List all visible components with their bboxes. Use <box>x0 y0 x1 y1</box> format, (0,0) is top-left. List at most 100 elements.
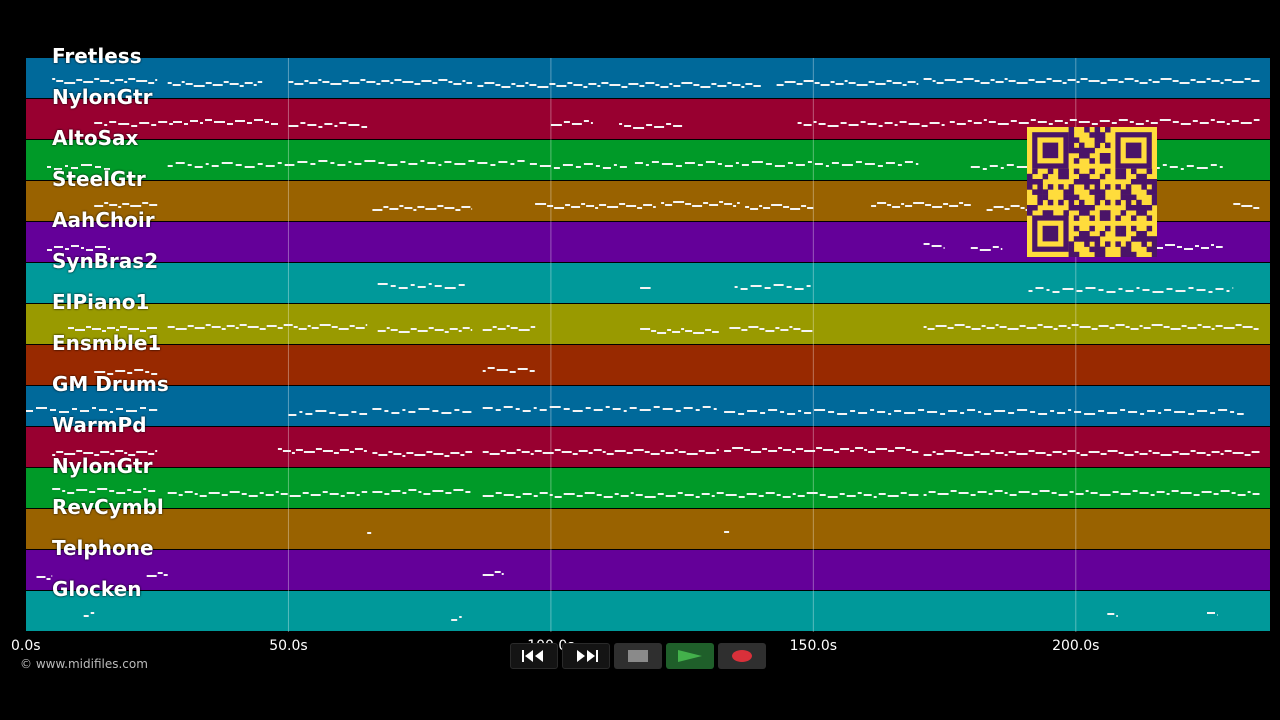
note <box>482 451 489 453</box>
note <box>1230 411 1235 413</box>
note <box>1226 290 1230 292</box>
note <box>277 162 282 164</box>
note <box>868 81 875 83</box>
note <box>978 411 982 413</box>
note <box>1071 324 1079 326</box>
note-run <box>923 450 1260 456</box>
qr-module <box>1094 199 1101 206</box>
note <box>1037 121 1047 123</box>
note <box>50 409 56 411</box>
qr-module <box>1125 246 1132 253</box>
note <box>988 493 993 495</box>
note-run <box>949 119 1260 125</box>
note <box>1085 490 1089 492</box>
qr-module <box>1094 184 1101 190</box>
fast-forward-button[interactable] <box>562 643 610 669</box>
note <box>583 86 588 88</box>
note <box>284 164 289 166</box>
note <box>773 284 784 286</box>
qr-module <box>1079 199 1085 206</box>
qr-module <box>1073 194 1080 201</box>
note <box>275 491 279 493</box>
note <box>372 452 378 454</box>
qr-module <box>1079 205 1085 211</box>
note <box>1116 615 1118 617</box>
note <box>417 286 426 288</box>
note-run <box>288 410 368 416</box>
note <box>484 82 495 84</box>
record-button[interactable] <box>718 643 766 669</box>
note <box>100 80 110 82</box>
note <box>36 576 46 578</box>
note <box>149 204 158 206</box>
note <box>1026 327 1037 329</box>
note <box>331 326 338 328</box>
note <box>432 82 438 84</box>
note <box>390 329 398 331</box>
note <box>644 496 656 498</box>
stop-button[interactable] <box>614 643 662 669</box>
note <box>994 490 1003 492</box>
note <box>1020 207 1025 209</box>
note <box>697 164 703 166</box>
note <box>590 122 593 124</box>
rewind-button[interactable] <box>510 643 558 669</box>
note <box>489 453 500 455</box>
note <box>194 493 198 495</box>
note <box>645 164 649 166</box>
note <box>90 612 95 614</box>
note <box>620 495 629 497</box>
note <box>665 452 674 454</box>
note <box>149 409 158 411</box>
qr-module <box>1120 225 1127 232</box>
note <box>1098 410 1105 412</box>
note <box>265 165 275 167</box>
note <box>525 82 529 84</box>
note <box>701 493 710 495</box>
note <box>992 246 999 248</box>
note <box>1160 78 1172 80</box>
qr-module <box>1120 251 1127 257</box>
note <box>441 412 452 414</box>
track-lane <box>26 58 1270 98</box>
note <box>448 81 453 83</box>
note <box>487 367 495 369</box>
note <box>1069 491 1074 493</box>
note <box>1132 490 1138 492</box>
qr-module <box>1141 173 1147 180</box>
note <box>935 325 947 327</box>
note <box>52 488 61 490</box>
note <box>539 492 548 494</box>
note <box>1211 451 1220 453</box>
note <box>1224 450 1232 452</box>
qr-module <box>1037 189 1043 195</box>
note <box>583 120 589 122</box>
note <box>1139 453 1148 455</box>
note <box>724 531 730 533</box>
note <box>1067 450 1076 452</box>
note <box>522 493 532 495</box>
note <box>509 371 516 373</box>
note <box>172 84 181 86</box>
note <box>136 451 148 453</box>
note <box>1091 123 1098 125</box>
note <box>516 85 525 87</box>
note-run <box>47 164 110 170</box>
note <box>732 447 744 449</box>
note <box>948 410 958 412</box>
note <box>495 492 502 494</box>
note <box>365 324 368 326</box>
note <box>1180 168 1184 170</box>
note <box>981 325 986 327</box>
note <box>1207 612 1215 614</box>
note <box>709 204 719 206</box>
play-button[interactable] <box>666 643 714 669</box>
qr-module <box>1089 179 1095 185</box>
note <box>433 453 444 455</box>
note <box>194 166 203 168</box>
note <box>1080 454 1088 456</box>
note <box>293 326 298 328</box>
note <box>1074 411 1082 413</box>
note <box>361 126 368 128</box>
note <box>462 80 466 82</box>
